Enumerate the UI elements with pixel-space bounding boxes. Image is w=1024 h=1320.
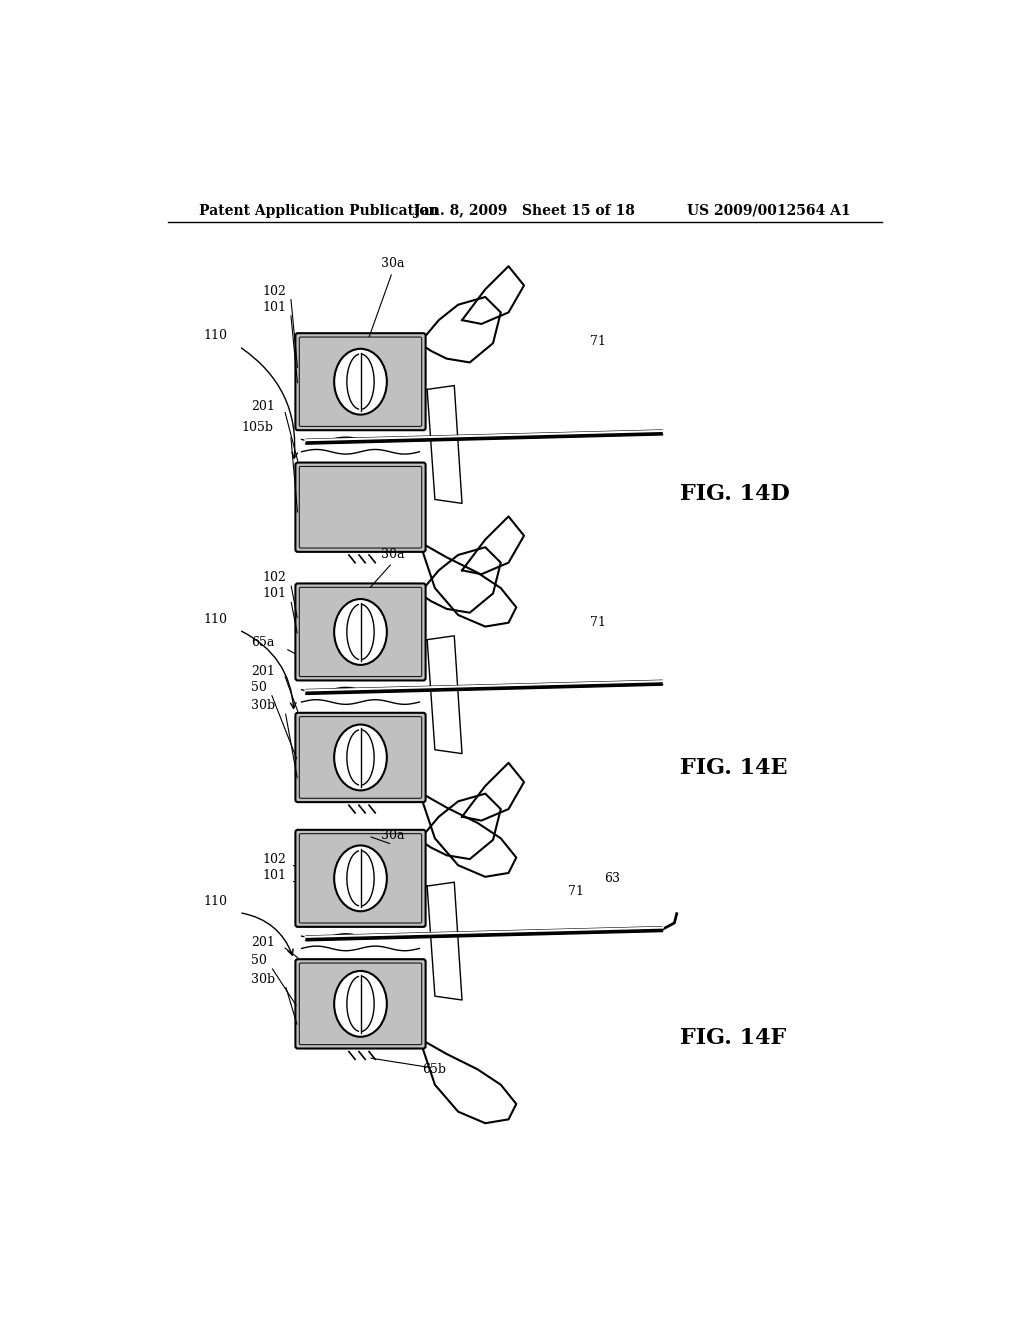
Ellipse shape (334, 972, 387, 1036)
Text: 201: 201 (251, 665, 274, 677)
Polygon shape (420, 297, 501, 363)
Polygon shape (420, 793, 501, 859)
Polygon shape (462, 763, 524, 821)
Text: 101: 101 (263, 301, 287, 314)
Polygon shape (462, 516, 524, 574)
FancyBboxPatch shape (295, 583, 426, 681)
Polygon shape (420, 1039, 516, 1123)
Text: 110: 110 (204, 612, 227, 626)
FancyBboxPatch shape (295, 333, 426, 430)
Ellipse shape (334, 599, 387, 665)
Text: 102: 102 (263, 285, 287, 297)
Text: FIG. 14F: FIG. 14F (680, 1027, 785, 1048)
Text: 30a: 30a (381, 548, 404, 561)
Text: 201: 201 (251, 936, 274, 949)
Text: 105b: 105b (242, 421, 273, 434)
Text: FIG. 14D: FIG. 14D (680, 483, 790, 504)
Ellipse shape (334, 845, 387, 911)
Text: 102: 102 (263, 853, 287, 866)
Text: 30a: 30a (381, 829, 404, 842)
Text: US 2009/0012564 A1: US 2009/0012564 A1 (686, 203, 850, 218)
Ellipse shape (334, 348, 387, 414)
Ellipse shape (334, 725, 387, 791)
Text: 65a: 65a (251, 636, 274, 649)
Text: 102: 102 (263, 572, 287, 585)
Text: 101: 101 (263, 587, 287, 601)
FancyBboxPatch shape (295, 960, 426, 1048)
FancyBboxPatch shape (295, 713, 426, 803)
Text: 50: 50 (251, 954, 267, 968)
Text: 30a: 30a (381, 257, 404, 271)
Text: 110: 110 (204, 329, 227, 342)
Text: 30b: 30b (251, 973, 275, 986)
Text: Patent Application Publication: Patent Application Publication (200, 203, 439, 218)
Polygon shape (420, 792, 516, 876)
FancyBboxPatch shape (295, 462, 426, 552)
Text: 30b: 30b (251, 700, 275, 713)
Text: 71: 71 (590, 335, 606, 348)
FancyBboxPatch shape (295, 830, 426, 927)
Text: 71: 71 (590, 616, 606, 628)
Text: FIG. 14E: FIG. 14E (680, 758, 787, 779)
Text: 201: 201 (251, 400, 274, 413)
Polygon shape (427, 636, 462, 754)
Text: 71: 71 (568, 886, 585, 899)
Polygon shape (427, 882, 462, 1001)
Text: Jan. 8, 2009   Sheet 15 of 18: Jan. 8, 2009 Sheet 15 of 18 (415, 203, 635, 218)
Text: 101: 101 (263, 869, 287, 882)
Polygon shape (420, 548, 501, 612)
Text: 50: 50 (251, 681, 267, 694)
Polygon shape (462, 267, 524, 323)
Polygon shape (427, 385, 462, 503)
Text: 65b: 65b (422, 1063, 445, 1076)
Text: 110: 110 (204, 895, 227, 908)
Text: 63: 63 (604, 873, 621, 886)
Polygon shape (420, 543, 516, 627)
